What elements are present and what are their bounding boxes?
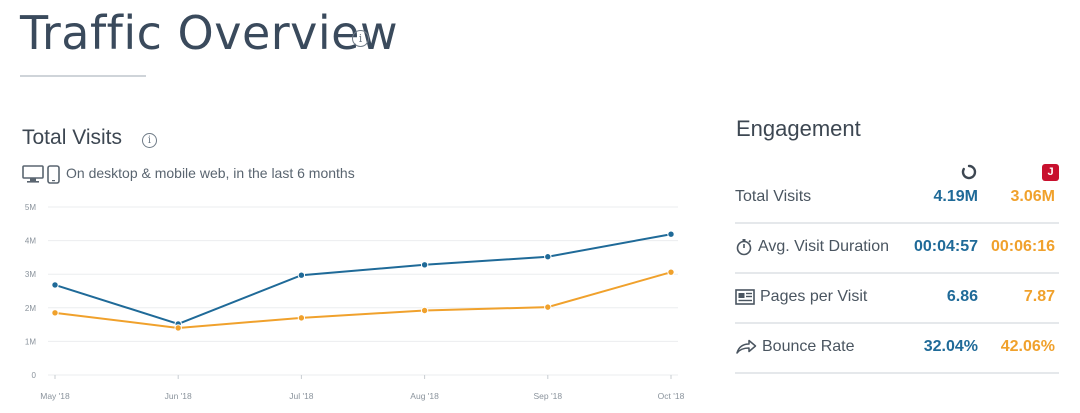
x-tick-label: Sep '18 [534, 391, 563, 401]
data-point-0 [297, 271, 306, 279]
x-tick-label: Aug '18 [410, 391, 439, 401]
site-a-value: 32.04% [923, 338, 978, 355]
series-line-1 [54, 271, 672, 329]
mobile-icon [47, 164, 60, 184]
total-visits-chart: 0 1M 2M 3M 4M 5M May '18 Jun '18 Jul '18 Aug '18 S… [25, 203, 685, 401]
total-visits-subtitle: On desktop & mobile web, in the last 6 m… [66, 165, 355, 181]
y-tick-label: 3M [25, 270, 36, 279]
data-point-1 [51, 309, 59, 317]
total-visits-title: Total Visits [22, 126, 122, 149]
engagement-title: Engagement [736, 116, 861, 141]
x-tick-label: Oct '18 [658, 391, 685, 401]
engagement-row-total-visits: Total Visits 4.19M 3.06M [735, 172, 1059, 224]
row-label: Total Visits [735, 188, 812, 205]
site-b-logo-icon: J [1042, 164, 1059, 181]
engagement-row-pages-per-visit: Pages per Visit 6.86 7.87 [735, 272, 1059, 324]
site-a-value: 4.19M [933, 188, 978, 205]
site-a-spinner-icon [961, 164, 977, 180]
y-tick-label: 1M [25, 337, 36, 346]
engagement-row-bounce-rate: Bounce Rate 32.04% 42.06% [735, 322, 1059, 374]
row-label: Bounce Rate [762, 338, 855, 355]
x-tick-label: Jun '18 [165, 391, 192, 401]
bounce-arrow-icon [735, 339, 757, 355]
series-line-0 [54, 233, 672, 325]
site-a-value: 6.86 [946, 288, 978, 305]
page-title: Traffic Overview [20, 6, 399, 60]
data-point-0 [667, 230, 675, 238]
x-tick-label: Jul '18 [289, 391, 314, 401]
data-point-1 [174, 324, 182, 332]
engagement-row-avg-visit-duration: Avg. Visit Duration 00:04:57 00:06:16 [735, 222, 1059, 274]
data-point-0 [420, 261, 429, 269]
title-divider [20, 75, 146, 77]
site-b-value: 3.06M [1010, 188, 1055, 205]
pages-icon [735, 288, 755, 306]
stopwatch-icon [735, 238, 753, 256]
row-label: Pages per Visit [760, 288, 868, 305]
site-a-value: 00:04:57 [913, 238, 978, 255]
site-b-value: 00:06:16 [990, 238, 1055, 255]
total-visits-info-icon[interactable]: i [142, 133, 157, 148]
site-b-value: 7.87 [1023, 288, 1055, 305]
site-b-value: 42.06% [1000, 338, 1055, 355]
data-point-1 [420, 306, 429, 315]
y-tick-label: 4M [25, 237, 36, 246]
data-point-1 [667, 268, 675, 276]
data-point-1 [544, 303, 552, 311]
info-icon[interactable]: i [352, 30, 369, 47]
y-tick-label: 2M [25, 304, 36, 313]
y-tick-label: 0 [32, 371, 37, 380]
row-label: Avg. Visit Duration [758, 238, 890, 255]
x-tick-label: May '18 [40, 391, 70, 401]
data-point-0 [51, 281, 59, 289]
y-tick-label: 5M [25, 203, 36, 212]
data-point-0 [544, 253, 552, 261]
desktop-icon [22, 165, 44, 183]
data-point-1 [297, 314, 306, 322]
device-icons [22, 164, 60, 184]
